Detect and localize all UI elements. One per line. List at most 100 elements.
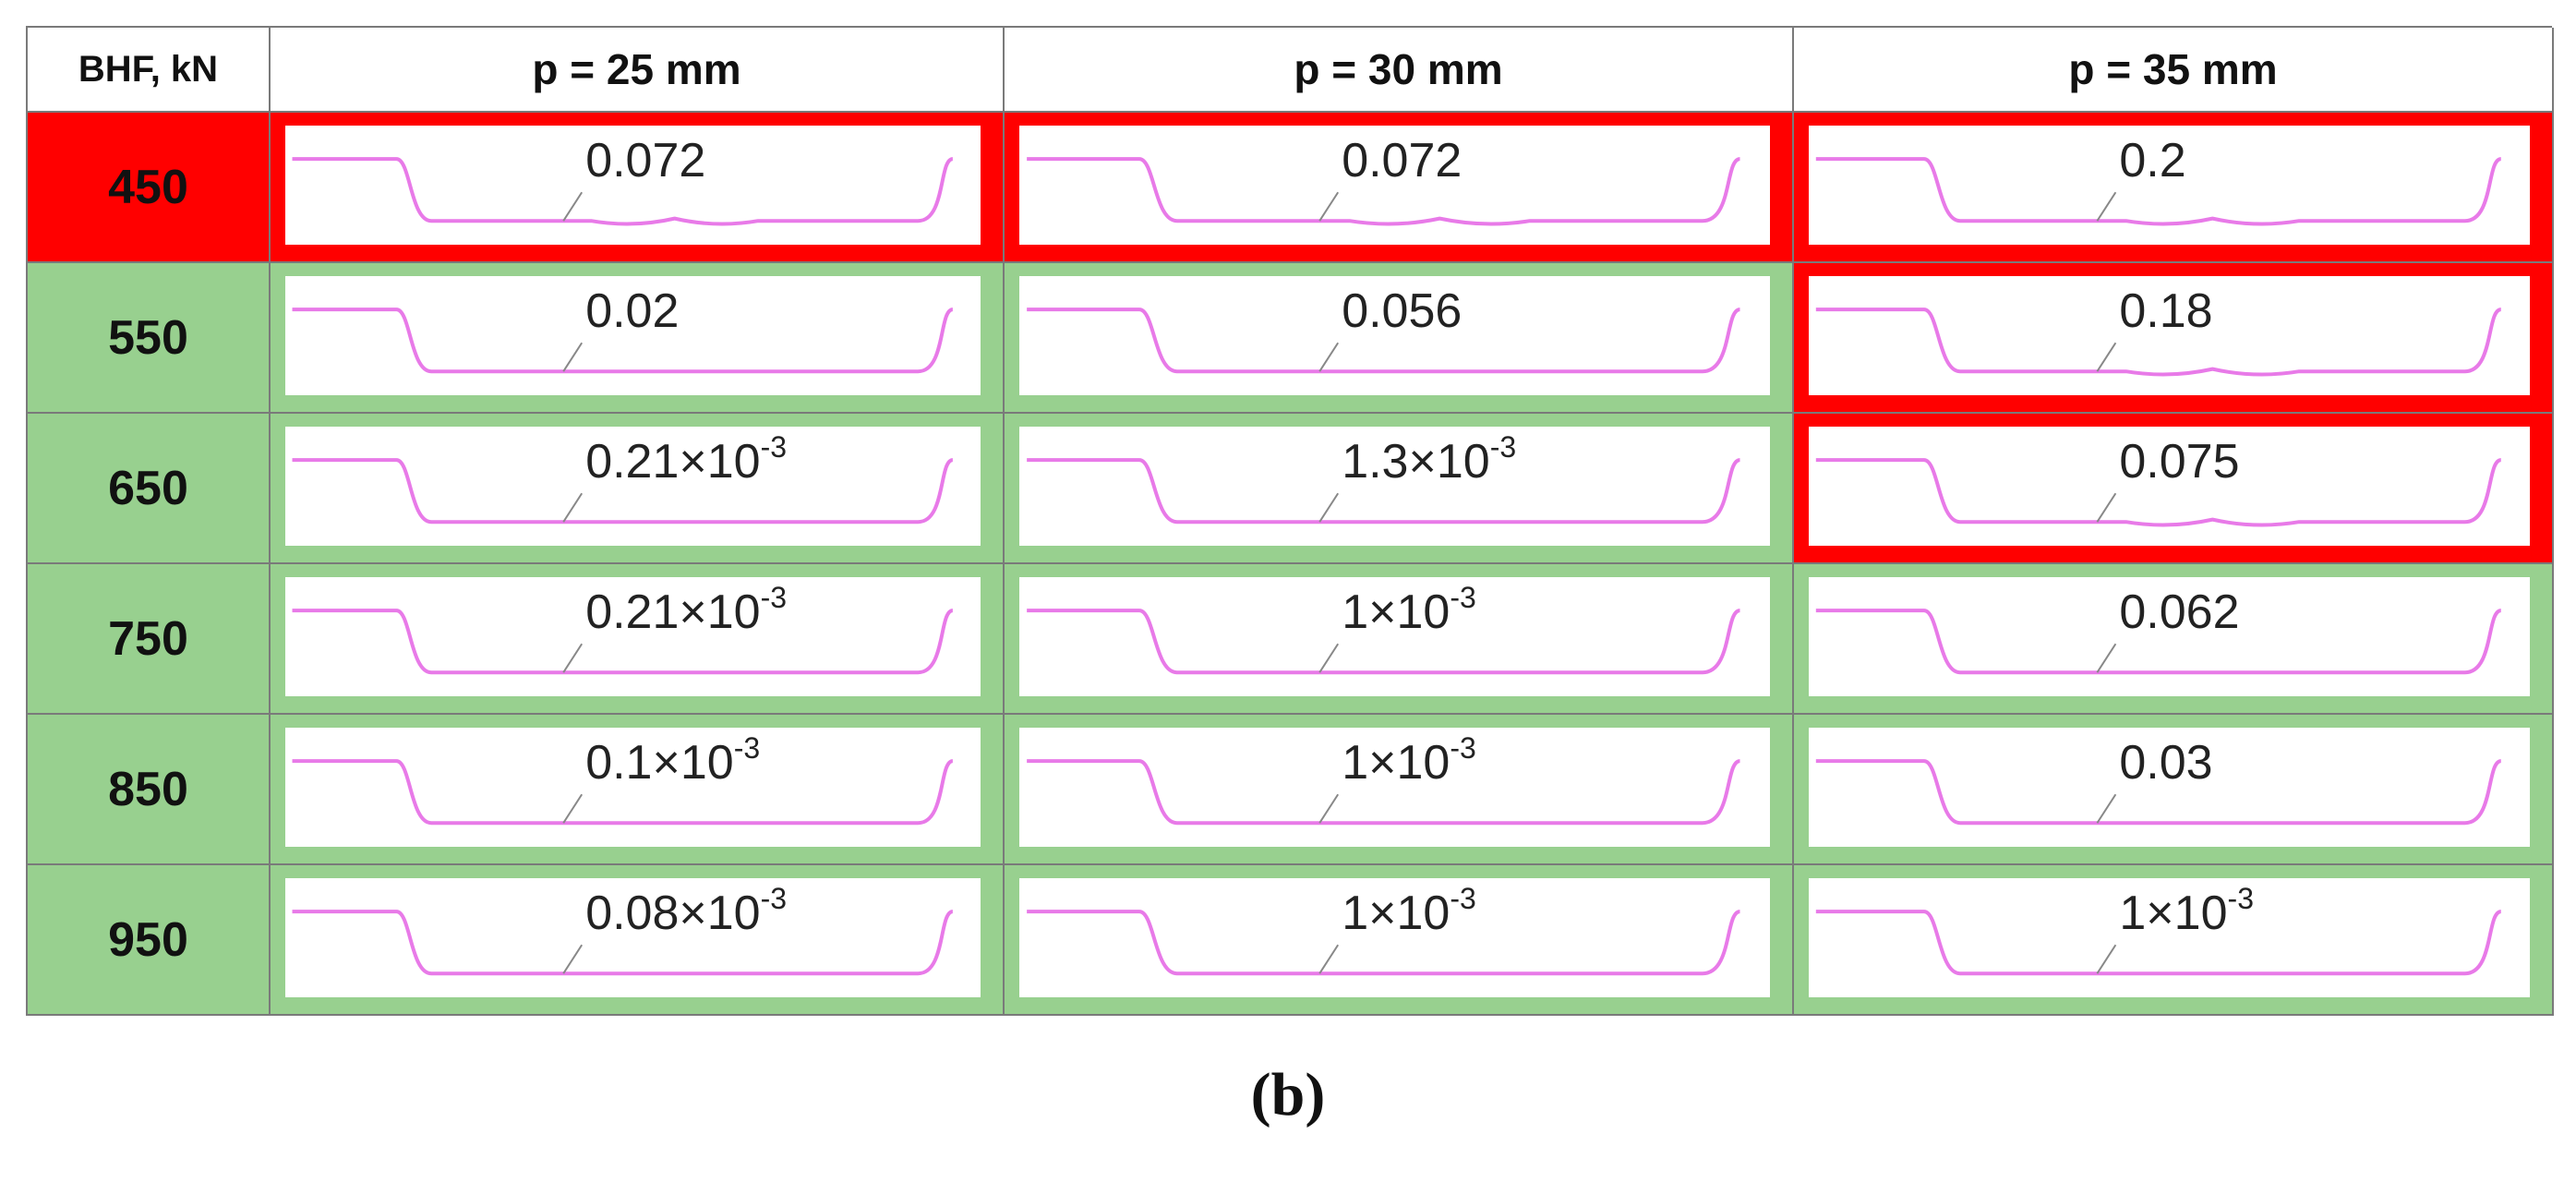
- section-profile-image: 1×10-3: [1809, 878, 2530, 997]
- profile-curve: [292, 759, 954, 826]
- profile-curve: [1027, 609, 1741, 675]
- profile-curve: [1815, 910, 2502, 976]
- section-profile-image: 1×10-3: [1019, 577, 1770, 696]
- thinning-value: 1×10-3: [2119, 882, 2254, 940]
- leader-line: [2096, 793, 2117, 824]
- thinning-value: 1.3×10-3: [1342, 430, 1517, 488]
- profile-curve: [1815, 609, 2502, 675]
- leader-line: [1318, 191, 1340, 222]
- leader-line: [562, 793, 584, 824]
- profile-line: [1815, 458, 2502, 527]
- profile-curve: [1815, 157, 2502, 226]
- thinning-value: 0.02: [585, 284, 680, 338]
- thinning-value: 0.075: [2119, 435, 2240, 488]
- result-cell: 0.072: [1005, 113, 1794, 263]
- leader-line: [2096, 944, 2117, 974]
- thinning-value: 0.03: [2119, 736, 2213, 790]
- profile-line: [1815, 609, 2502, 675]
- profile-line: [292, 458, 954, 525]
- profile-line: [1815, 910, 2502, 976]
- leader-line: [1318, 793, 1340, 824]
- profile-curve: [292, 910, 954, 976]
- section-profile-image: 1.3×10-3: [1019, 427, 1770, 546]
- bhf-value: 750: [28, 564, 271, 715]
- profile-curve: [1027, 759, 1741, 826]
- thinning-value: 0.21×10-3: [585, 430, 788, 488]
- bhf-value: 850: [28, 715, 271, 865]
- leader-line: [1318, 492, 1340, 523]
- section-profile-image: 0.2: [1809, 126, 2530, 245]
- result-cell: 0.03: [1794, 715, 2554, 865]
- thinning-value: 1×10-3: [1342, 581, 1476, 639]
- result-cell: 1×10-3: [1005, 564, 1794, 715]
- profile-curve: [1027, 458, 1741, 525]
- section-profile-image: 0.072: [1019, 126, 1770, 245]
- section-profile-image: 0.18: [1809, 276, 2530, 395]
- header-p25: p = 25 mm: [271, 28, 1005, 113]
- profile-line: [1027, 910, 1741, 976]
- leader-line: [562, 342, 584, 372]
- section-profile-image: 0.1×10-3: [285, 728, 981, 847]
- result-cell: 0.062: [1794, 564, 2554, 715]
- leader-line: [562, 191, 584, 222]
- profile-line: [1027, 157, 1741, 226]
- profile-line: [292, 308, 954, 374]
- profile-curve: [292, 609, 954, 675]
- leader-line: [562, 944, 584, 974]
- profile-curve: [1027, 308, 1741, 374]
- result-cell: 1×10-3: [1794, 865, 2554, 1016]
- profile-line: [292, 609, 954, 675]
- leader-line: [2096, 191, 2117, 222]
- result-cell: 0.075: [1794, 414, 2554, 564]
- result-cell: 0.1×10-3: [271, 715, 1005, 865]
- thinning-value: 0.056: [1342, 284, 1463, 338]
- result-cell: 1.3×10-3: [1005, 414, 1794, 564]
- header-p30: p = 30 mm: [1005, 28, 1794, 113]
- profile-curve: [292, 458, 954, 525]
- section-profile-image: 1×10-3: [1019, 728, 1770, 847]
- leader-line: [2096, 492, 2117, 523]
- thinning-value: 0.1×10-3: [585, 731, 761, 790]
- section-profile-image: 0.03: [1809, 728, 2530, 847]
- thinning-value: 0.062: [2119, 585, 2240, 639]
- section-profile-image: 1×10-3: [1019, 878, 1770, 997]
- leader-line: [562, 492, 584, 523]
- bhf-value: 450: [28, 113, 271, 263]
- result-cell: 1×10-3: [1005, 715, 1794, 865]
- bhf-value: 650: [28, 414, 271, 564]
- bhf-value: 550: [28, 263, 271, 414]
- header-p35: p = 35 mm: [1794, 28, 2554, 113]
- thinning-value: 1×10-3: [1342, 882, 1476, 940]
- leader-line: [1318, 342, 1340, 372]
- section-profile-image: 0.21×10-3: [285, 577, 981, 696]
- result-cell: 0.21×10-3: [271, 564, 1005, 715]
- leader-line: [2096, 342, 2117, 372]
- profile-curve: [1815, 308, 2502, 377]
- section-profile-image: 0.21×10-3: [285, 427, 981, 546]
- thinning-value: 0.21×10-3: [585, 581, 788, 639]
- leader-line: [1318, 944, 1340, 974]
- result-cell: 0.21×10-3: [271, 414, 1005, 564]
- result-cell: 0.02: [271, 263, 1005, 414]
- profile-line: [1027, 609, 1741, 675]
- section-profile-image: 0.02: [285, 276, 981, 395]
- profile-curve: [1027, 157, 1741, 226]
- profile-line: [1815, 759, 2502, 826]
- profile-line: [292, 759, 954, 826]
- result-cell: 0.2: [1794, 113, 2554, 263]
- profile-curve: [292, 308, 954, 374]
- thinning-value: 0.2: [2119, 134, 2186, 187]
- section-profile-image: 0.056: [1019, 276, 1770, 395]
- thinning-value: 0.18: [2119, 284, 2213, 338]
- section-profile-image: 0.08×10-3: [285, 878, 981, 997]
- section-profile-image: 0.062: [1809, 577, 2530, 696]
- results-table: BHF, kN p = 25 mm p = 30 mm p = 35 mm 45…: [26, 26, 2554, 1016]
- bhf-value: 950: [28, 865, 271, 1016]
- profile-line: [1027, 759, 1741, 826]
- profile-line: [292, 157, 954, 226]
- result-cell: 1×10-3: [1005, 865, 1794, 1016]
- header-bhf: BHF, kN: [28, 28, 271, 113]
- section-profile-image: 0.075: [1809, 427, 2530, 546]
- profile-curve: [1815, 759, 2502, 826]
- result-cell: 0.072: [271, 113, 1005, 263]
